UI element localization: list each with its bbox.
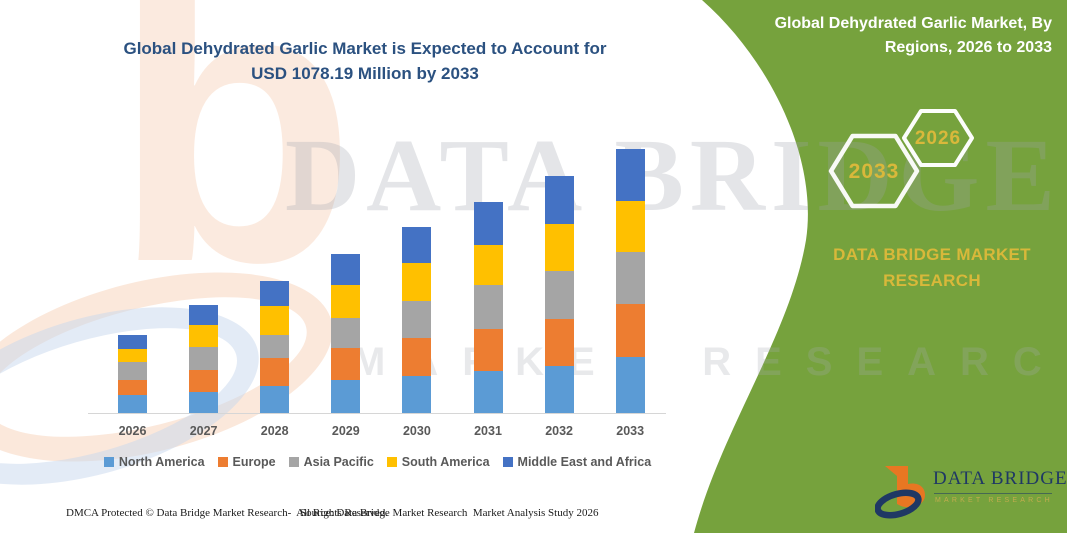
legend-swatch-asia-pacific xyxy=(288,457,299,467)
x-axis-label-2027: 2027 xyxy=(189,424,218,438)
bar-segment-middle-east-and-africa-2031 xyxy=(473,202,503,246)
bar-2032 xyxy=(544,176,574,413)
bar-segment-asia-pacific-2030 xyxy=(402,301,432,339)
dmca-notice: DMCA Protected © Data Bridge Market Rese… xyxy=(66,507,389,519)
panel-heading-line2: Regions, 2026 to 2033 xyxy=(884,39,1052,56)
bar-segment-north-america-2032 xyxy=(544,366,574,413)
bar-segment-asia-pacific-2033 xyxy=(615,252,645,305)
bar-segment-south-america-2031 xyxy=(473,245,503,286)
bar-2029 xyxy=(331,254,361,413)
bar-segment-europe-2031 xyxy=(473,329,503,372)
hexagon-2033-icon xyxy=(828,133,920,209)
legend-label-middle-east-and-africa: Middle East and Africa xyxy=(517,455,652,469)
databridge-logo: DATA BRIDGE MARKET RESEARCH xyxy=(875,460,1067,522)
legend-swatch-europe xyxy=(217,457,228,467)
panel-brand-text: DATA BRIDGE MARKET RESEARCH xyxy=(833,245,1031,290)
x-axis-label-2031: 2031 xyxy=(474,424,502,438)
bar-segment-europe-2032 xyxy=(544,319,574,367)
chart-title-line2: USD 1078.19 Million by 2033 xyxy=(251,64,479,83)
bar-segment-middle-east-and-africa-2033 xyxy=(615,149,645,202)
bar-segment-asia-pacific-2027 xyxy=(189,347,219,371)
source-note: Source: Data Bridge Market Research Mark… xyxy=(300,507,599,519)
chart-legend: North America Europe Asia Pacific South Ame… xyxy=(85,455,670,469)
legend-item-europe: Europe xyxy=(217,455,276,469)
logo-name-text: DATA BRIDGE xyxy=(933,468,1067,489)
bar-segment-south-america-2027 xyxy=(189,325,219,348)
bar-segment-asia-pacific-2029 xyxy=(331,318,361,348)
bar-segment-europe-2027 xyxy=(189,370,219,392)
legend-item-asia-pacific: Asia Pacific xyxy=(288,455,374,469)
bar-segment-north-america-2027 xyxy=(189,392,219,413)
x-axis-label-2032: 2032 xyxy=(545,424,573,438)
bar-segment-north-america-2029 xyxy=(331,380,361,413)
hexagon-year-2033: 2033 xyxy=(848,160,900,183)
bar-segment-middle-east-and-africa-2030 xyxy=(402,227,432,264)
green-panel-shape xyxy=(694,0,1067,533)
bar-2033 xyxy=(615,149,645,413)
bar-segment-europe-2028 xyxy=(260,358,290,386)
bar-segment-middle-east-and-africa-2032 xyxy=(544,176,574,225)
bar-segment-south-america-2030 xyxy=(402,263,432,302)
hexagon-2026-icon xyxy=(902,109,974,167)
legend-swatch-south-america xyxy=(386,457,397,467)
chart-title-line1: Global Dehydrated Garlic Market is Expec… xyxy=(123,39,607,58)
bar-segment-north-america-2033 xyxy=(615,357,645,413)
x-axis-label-2029: 2029 xyxy=(331,424,360,438)
bar-segment-middle-east-and-africa-2027 xyxy=(189,305,219,326)
bar-segment-middle-east-and-africa-2026 xyxy=(118,335,147,350)
bar-segment-south-america-2026 xyxy=(118,349,147,363)
bar-segment-middle-east-and-africa-2029 xyxy=(331,254,361,286)
legend-item-middle-east-and-africa: Middle East and Africa xyxy=(502,455,652,469)
bar-segment-asia-pacific-2031 xyxy=(473,285,503,330)
bar-segment-south-america-2028 xyxy=(260,306,290,336)
panel-heading: Global Dehydrated Garlic Market, By Regi… xyxy=(700,12,1052,60)
legend-label-europe: Europe xyxy=(232,455,276,469)
x-axis-label-2028: 2028 xyxy=(260,424,289,438)
legend-swatch-north-america xyxy=(103,457,114,467)
legend-label-south-america: South America xyxy=(401,455,490,469)
legend-item-north-america: North America xyxy=(103,455,205,469)
plot-area: 2026 2027 2028 2029 2030 2031 2032 2033 xyxy=(118,149,645,438)
bar-2026 xyxy=(118,335,147,413)
bar-2028 xyxy=(260,281,290,413)
bar-segment-south-america-2033 xyxy=(615,201,645,253)
x-axis-line xyxy=(88,413,666,414)
x-axis-label-2033: 2033 xyxy=(616,424,645,438)
bar-segment-asia-pacific-2028 xyxy=(260,335,290,358)
bar-segment-middle-east-and-africa-2028 xyxy=(260,281,290,307)
databridge-b-icon xyxy=(875,466,925,519)
bar-segment-south-america-2032 xyxy=(544,224,574,272)
logo-divider xyxy=(934,493,1052,494)
bar-segment-north-america-2026 xyxy=(118,395,147,413)
bar-segment-north-america-2030 xyxy=(402,376,432,413)
bar-2030 xyxy=(402,227,432,413)
logo-subtitle-text: MARKET RESEARCH xyxy=(935,497,1053,504)
bar-segment-asia-pacific-2026 xyxy=(118,362,147,381)
legend-label-asia-pacific: Asia Pacific xyxy=(303,455,374,469)
bar-segment-europe-2033 xyxy=(615,304,645,358)
hexagon-year-2026: 2026 xyxy=(914,128,962,149)
bar-segment-north-america-2031 xyxy=(473,371,503,413)
panel-heading-line1: Global Dehydrated Garlic Market, By xyxy=(774,15,1052,32)
bar-segment-north-america-2028 xyxy=(260,386,290,413)
bar-2031 xyxy=(473,202,503,413)
x-axis-label-2030: 2030 xyxy=(402,424,431,438)
bar-segment-south-america-2029 xyxy=(331,285,361,319)
bar-segment-europe-2026 xyxy=(118,380,147,396)
bar-segment-europe-2029 xyxy=(331,348,361,380)
legend-item-south-america: South America xyxy=(386,455,490,469)
chart-title: Global Dehydrated Garlic Market is Expec… xyxy=(85,36,645,86)
legend-label-north-america: North America xyxy=(118,455,205,469)
legend-swatch-middle-east-and-africa xyxy=(502,457,513,467)
bar-2027 xyxy=(189,305,219,413)
bar-segment-europe-2030 xyxy=(402,338,432,377)
bar-segment-asia-pacific-2032 xyxy=(544,271,574,320)
x-axis-label-2026: 2026 xyxy=(118,424,147,438)
